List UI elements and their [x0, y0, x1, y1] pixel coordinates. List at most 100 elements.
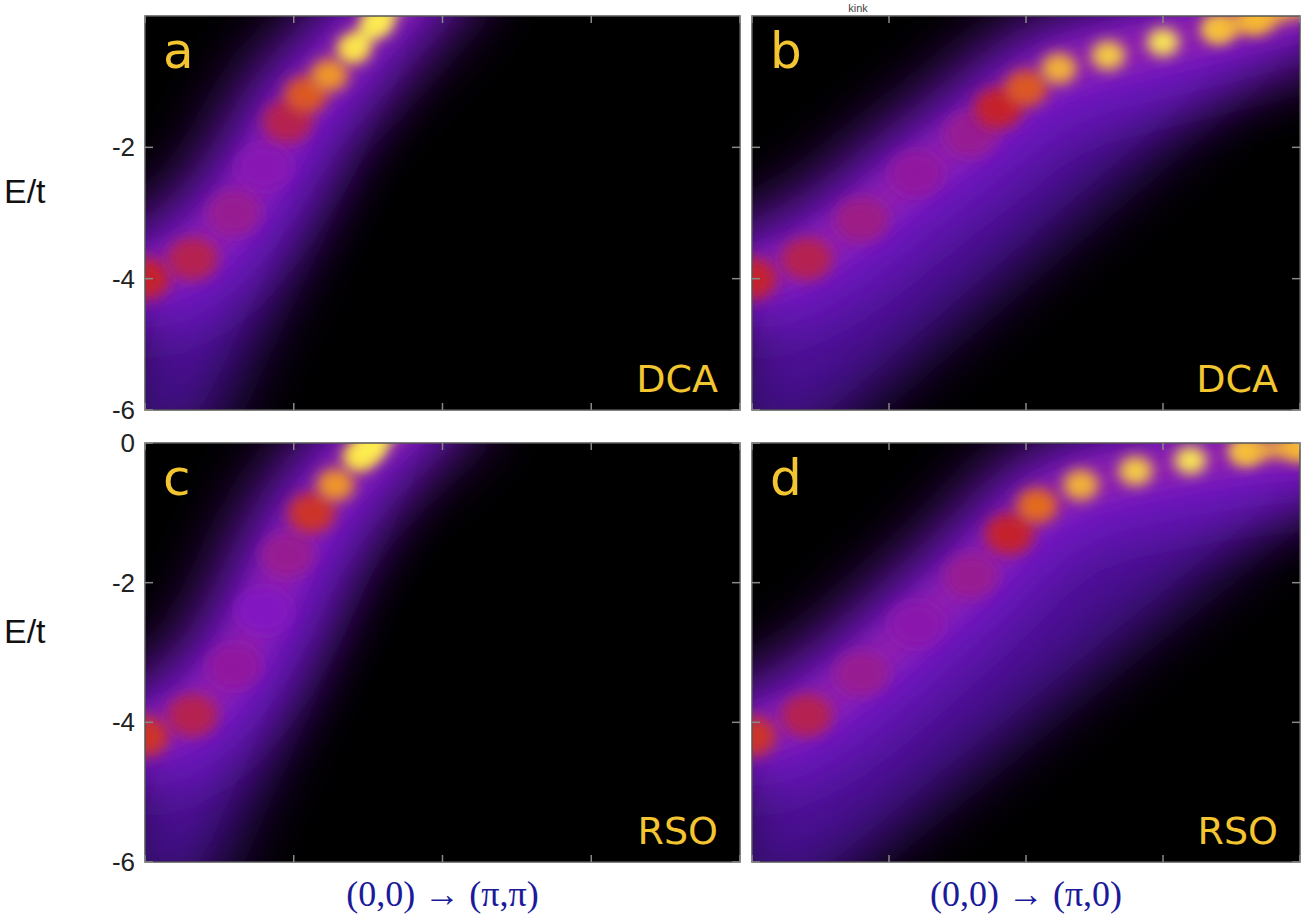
x-tick [1299, 443, 1301, 450]
plot-frame [752, 443, 1300, 862]
method-label: RSO [1198, 809, 1278, 853]
spectral-band-wide [145, 443, 431, 736]
x-tick [739, 443, 741, 450]
y-tick [752, 861, 760, 863]
y-tick [145, 442, 153, 444]
x-tick [1025, 16, 1027, 23]
spectral-peak [1119, 456, 1153, 485]
x-tick [751, 855, 753, 862]
x-tick [144, 403, 146, 410]
spectral-peak [782, 238, 832, 280]
spectral-tail [1218, 16, 1300, 29]
annotation: kink [848, 2, 868, 14]
y-tick [1292, 442, 1300, 444]
spectral-tail [353, 16, 417, 49]
x-tick [739, 855, 741, 862]
spectral-band [145, 443, 431, 736]
spectral-peak [317, 469, 354, 501]
method-label: DCA [1196, 357, 1278, 401]
x-tick [888, 443, 890, 450]
spectral-peak [236, 144, 291, 190]
spectral-band-wide [752, 443, 1300, 736]
spectral-peak [1091, 41, 1125, 70]
spectral-band [752, 443, 1300, 736]
spectral-peak [835, 651, 889, 696]
spectral-glow [145, 16, 431, 410]
y-tick-label: -4 [112, 264, 135, 294]
x-tick [293, 855, 295, 862]
x-tick [888, 16, 890, 23]
y-tick [732, 278, 740, 280]
spectral-peak [752, 717, 775, 756]
y-tick [1292, 582, 1300, 584]
y-tick [752, 442, 760, 444]
y-tick [752, 722, 760, 724]
x-tick [751, 16, 753, 23]
spectral-peak [944, 553, 998, 598]
spectral-peak [1147, 28, 1179, 56]
y-tick [752, 147, 760, 149]
method-label: DCA [636, 357, 718, 401]
marks [752, 443, 1300, 862]
y-tick [732, 582, 740, 584]
panel-letter: c [163, 449, 191, 507]
marks [145, 443, 431, 862]
y-tick-label: -2 [112, 568, 135, 598]
spectral-glow [145, 443, 431, 862]
spectral-peak [1063, 470, 1099, 501]
panel-letter: b [770, 22, 802, 80]
x-tick [751, 443, 753, 450]
x-tick [739, 16, 741, 23]
y-tick [1292, 278, 1300, 280]
y-tick [1292, 147, 1300, 149]
spectral-peak [145, 717, 168, 756]
x-tick [1162, 443, 1164, 450]
spectral-peak [889, 151, 943, 196]
y-axis-title: E/t [4, 612, 46, 650]
x-tick [888, 855, 890, 862]
marks [752, 16, 1300, 410]
x-tick [293, 443, 295, 450]
y-tick [732, 722, 740, 724]
y-tick-label: -4 [112, 707, 135, 737]
y-tick [145, 278, 153, 280]
panel-b: b DCA kink [712, 0, 1309, 450]
method-label: RSO [638, 809, 718, 853]
y-tick [732, 861, 740, 863]
y-tick [1292, 861, 1300, 863]
x-tick [442, 443, 444, 450]
x-tick [1162, 16, 1164, 23]
y-tick [752, 278, 760, 280]
plot-frame [752, 16, 1300, 410]
spectral-peak [168, 238, 218, 280]
panel-letter: a [163, 22, 194, 80]
x-tick [1299, 16, 1301, 23]
y-tick [145, 861, 153, 863]
y-tick [1292, 409, 1300, 411]
figure: -2-4-6E/taDCAbDCAkink0-2-4-6E/t(0,0) → (… [0, 0, 1309, 920]
spectral-peak [1016, 488, 1057, 523]
y-tick [752, 582, 760, 584]
y-tick [732, 409, 740, 411]
x-tick [1299, 855, 1301, 862]
spectral-peak [752, 258, 776, 299]
panel-d: (0,0) → (π,0)dRSO [712, 431, 1309, 914]
spectral-peak [889, 602, 944, 648]
y-tick [145, 409, 153, 411]
spectral-peak [835, 197, 888, 241]
y-tick [752, 409, 760, 411]
x-axis-title: (0,0) → (π,0) [930, 874, 1122, 914]
x-tick [1025, 443, 1027, 450]
x-axis-title: (0,0) → (π,π) [346, 874, 538, 914]
y-axis-title: E/t [4, 172, 46, 210]
x-tick [591, 443, 593, 450]
y-tick-label: -2 [112, 132, 135, 162]
spectral-band-wide [752, 16, 1300, 279]
x-tick [1299, 403, 1301, 410]
x-tick [591, 855, 593, 862]
x-tick [442, 855, 444, 862]
x-tick [751, 403, 753, 410]
y-tick-label: 0 [121, 428, 135, 458]
x-tick [591, 403, 593, 410]
x-tick [442, 403, 444, 410]
